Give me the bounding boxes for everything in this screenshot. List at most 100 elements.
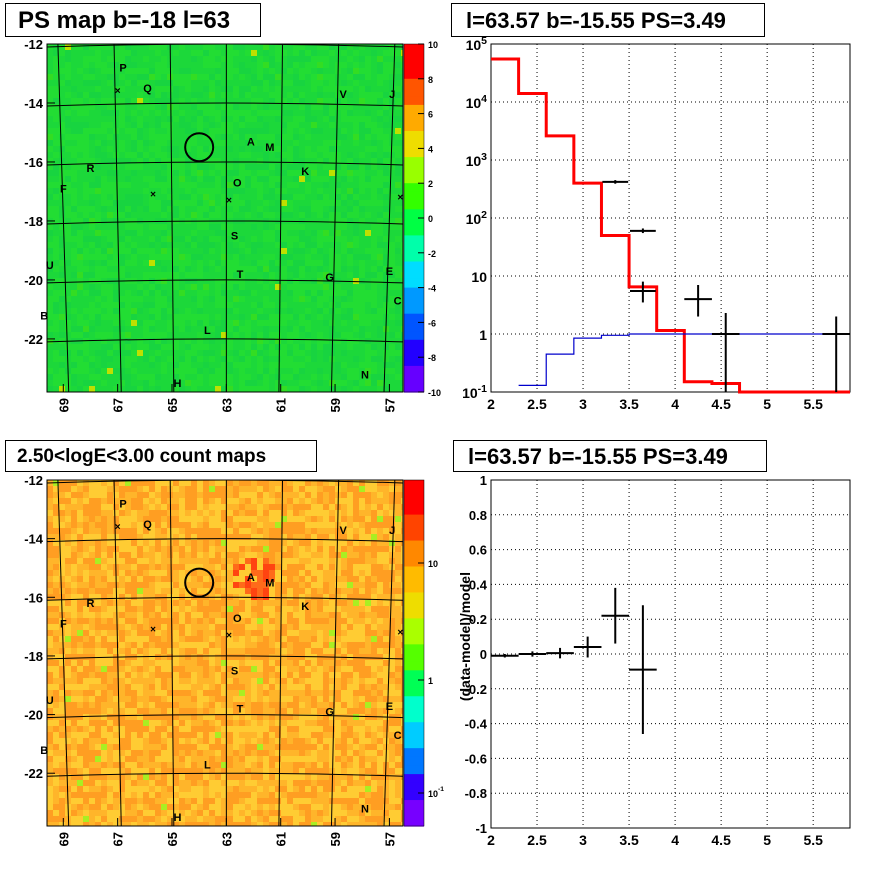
x-tick-label: 61 [274,398,289,412]
colorbar-cell [404,592,424,602]
colorbar-cell [404,270,424,280]
source-label: G [325,707,334,719]
colorbar-cell [404,157,424,167]
colorbar-cell [404,531,424,542]
source-label: Q [143,83,152,95]
x-tick-label: 65 [165,832,180,846]
colorbar-label: -8 [428,353,436,363]
graticule-lon-line [330,479,340,827]
colorbar-frame [403,479,425,827]
residual-panel: 2 2.5 3 3.5 4 4.5 5 5.5 1 0.8 0.6 0.4 0.2 0 -0.2 -0.4 -0… [457,473,851,848]
x-tick-label: 4.5 [711,396,731,412]
map-pixels [47,44,403,392]
y-tick-label: -0.6 [465,751,487,766]
colorbar-cell [404,52,424,62]
x-tick-label: 3 [579,832,587,848]
colorbar-cell [404,583,424,594]
colorbar-cell [404,278,424,289]
y-tick-label: 1 [479,327,487,343]
source-label: L [204,325,211,337]
colorbar-cell [404,209,424,219]
colorbar-label: -10 [428,388,441,398]
colorbar-cell [404,104,424,115]
y-tick-label: -18 [24,214,43,229]
colorbar-cell [404,191,424,202]
source-label: F [60,184,67,196]
y-tick-label: 0.2 [469,612,487,627]
colorbar-cell [404,96,424,106]
source-label: P [119,498,126,510]
colorbar-cell [404,730,424,741]
colorbar-cell [404,122,424,132]
x-tick-label: 5 [763,832,771,848]
y-tick-label: -16 [24,155,43,170]
colorbar-label: 6 [428,110,433,120]
x-tick-label: 5.5 [803,832,823,848]
source-label: C [394,296,402,308]
colorbar-cell [404,252,424,263]
colorbar-cell [404,644,424,654]
colorbar-cell [404,44,424,54]
source-label: K [301,601,309,613]
graticule-lat-line [46,772,404,777]
colorbar-label: 8 [428,75,433,85]
graticule-lat-line [46,338,404,343]
colorbar-cell [404,653,424,663]
colorbar-cell [404,782,424,792]
source-label: A [247,136,255,148]
colorbar-cell [404,87,424,97]
ps-position-circle [184,567,215,598]
colorbar-cell [404,817,424,827]
x-tick-label: 65 [165,398,180,412]
colorbar-cell [404,540,424,550]
ps-map-title: PS map b=-18 l=63 [5,3,261,37]
source-label: B [40,745,48,757]
colorbar-label: 0 [428,214,433,224]
colorbar-label: 10 [428,559,438,569]
colorbar-cell [404,218,424,228]
source-label: J [389,525,395,537]
colorbar-cell [404,756,424,767]
colorbar-cell [404,748,424,758]
colorbar-cell [404,800,424,810]
colorbar-cell [404,165,424,176]
x-tick-label: 69 [56,398,71,412]
source-label: Q [143,519,152,531]
source-label: M [265,578,274,590]
source-label: H [173,378,181,390]
x-tick-label: 5.5 [803,396,823,412]
y-tick-label: -14 [24,532,44,547]
colorbar-cell [404,618,424,628]
source-label: U [46,695,54,707]
colorbar-cell [404,339,424,350]
colorbar-cell [404,174,424,184]
colorbar-cell [404,348,424,358]
colorbar-cell [404,261,424,271]
colorbar-cell [404,505,424,516]
x-tick-label: 3 [579,396,587,412]
source-cross: × [397,627,403,638]
colorbar-cell [404,609,424,619]
colorbar-label: 10 [428,40,438,50]
x-tick-label: 3.5 [619,396,639,412]
y-tick-label: -0.2 [465,682,487,697]
colorbar-cell [404,739,424,749]
source-label: O [233,178,242,190]
y-tick-label: 104 [466,93,488,111]
x-tick-label: 3.5 [619,832,639,848]
colorbar-cell [404,696,424,706]
colorbar-cell [404,627,424,637]
source-label: B [40,310,48,322]
colorbar-cell [404,670,424,680]
spectrum-title: l=63.57 b=-15.55 PS=3.49 [451,3,765,37]
source-label: U [46,260,54,272]
x-tick-label: 5 [763,396,771,412]
x-tick-label: 2 [487,396,495,412]
colorbar-cell [404,365,424,376]
y-tick-label: 105 [466,35,488,53]
colorbar-cell [404,331,424,341]
x-tick-label: 4 [671,396,679,412]
source-label: J [389,89,395,101]
y-tick-label: 102 [466,209,488,227]
